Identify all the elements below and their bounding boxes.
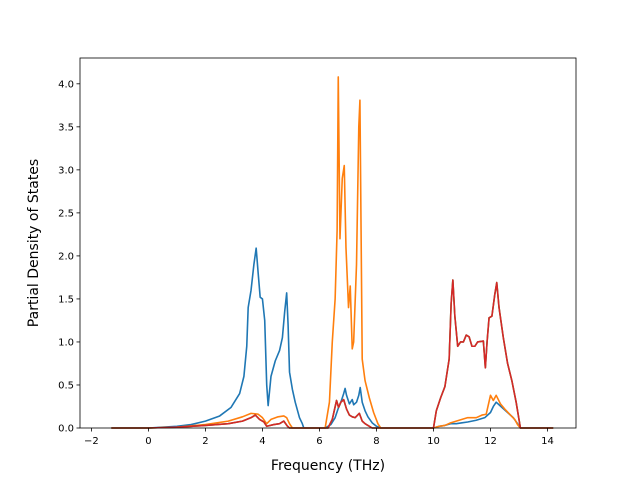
x-tick-label: 0 bbox=[145, 436, 151, 447]
y-tick-label: 0.0 bbox=[58, 424, 74, 435]
y-tick-label: 2.0 bbox=[58, 251, 74, 262]
x-tick-label: 8 bbox=[373, 436, 379, 447]
x-tick-label: 6 bbox=[316, 436, 322, 447]
x-tick-label: 2 bbox=[202, 436, 208, 447]
y-tick-label: 3.5 bbox=[58, 122, 74, 133]
x-tick-label: 4 bbox=[259, 436, 265, 447]
x-tick-label: 12 bbox=[484, 436, 497, 447]
y-axis-ticks: 0.0 0.5 1.0 1.5 2.0 2.5 3.0 3.5 4.0 bbox=[58, 79, 80, 435]
series-line-2 bbox=[111, 76, 554, 429]
x-axis-label: Frequency (THz) bbox=[271, 458, 385, 474]
x-tick-label: 14 bbox=[541, 436, 554, 447]
y-tick-label: 1.5 bbox=[58, 294, 74, 305]
series-line-1 bbox=[111, 247, 554, 429]
x-tick-label: 10 bbox=[427, 436, 440, 447]
x-axis-ticks: −2 0 2 4 6 8 10 12 14 bbox=[84, 428, 554, 447]
y-tick-label: 0.5 bbox=[58, 380, 74, 391]
y-axis-label: Partial Density of States bbox=[26, 159, 42, 327]
y-tick-label: 4.0 bbox=[58, 79, 74, 90]
x-tick-label: −2 bbox=[84, 436, 99, 447]
y-tick-label: 3.0 bbox=[58, 165, 74, 176]
plot-frame bbox=[79, 57, 577, 429]
y-tick-label: 1.0 bbox=[58, 337, 74, 348]
y-tick-label: 2.5 bbox=[58, 208, 74, 219]
